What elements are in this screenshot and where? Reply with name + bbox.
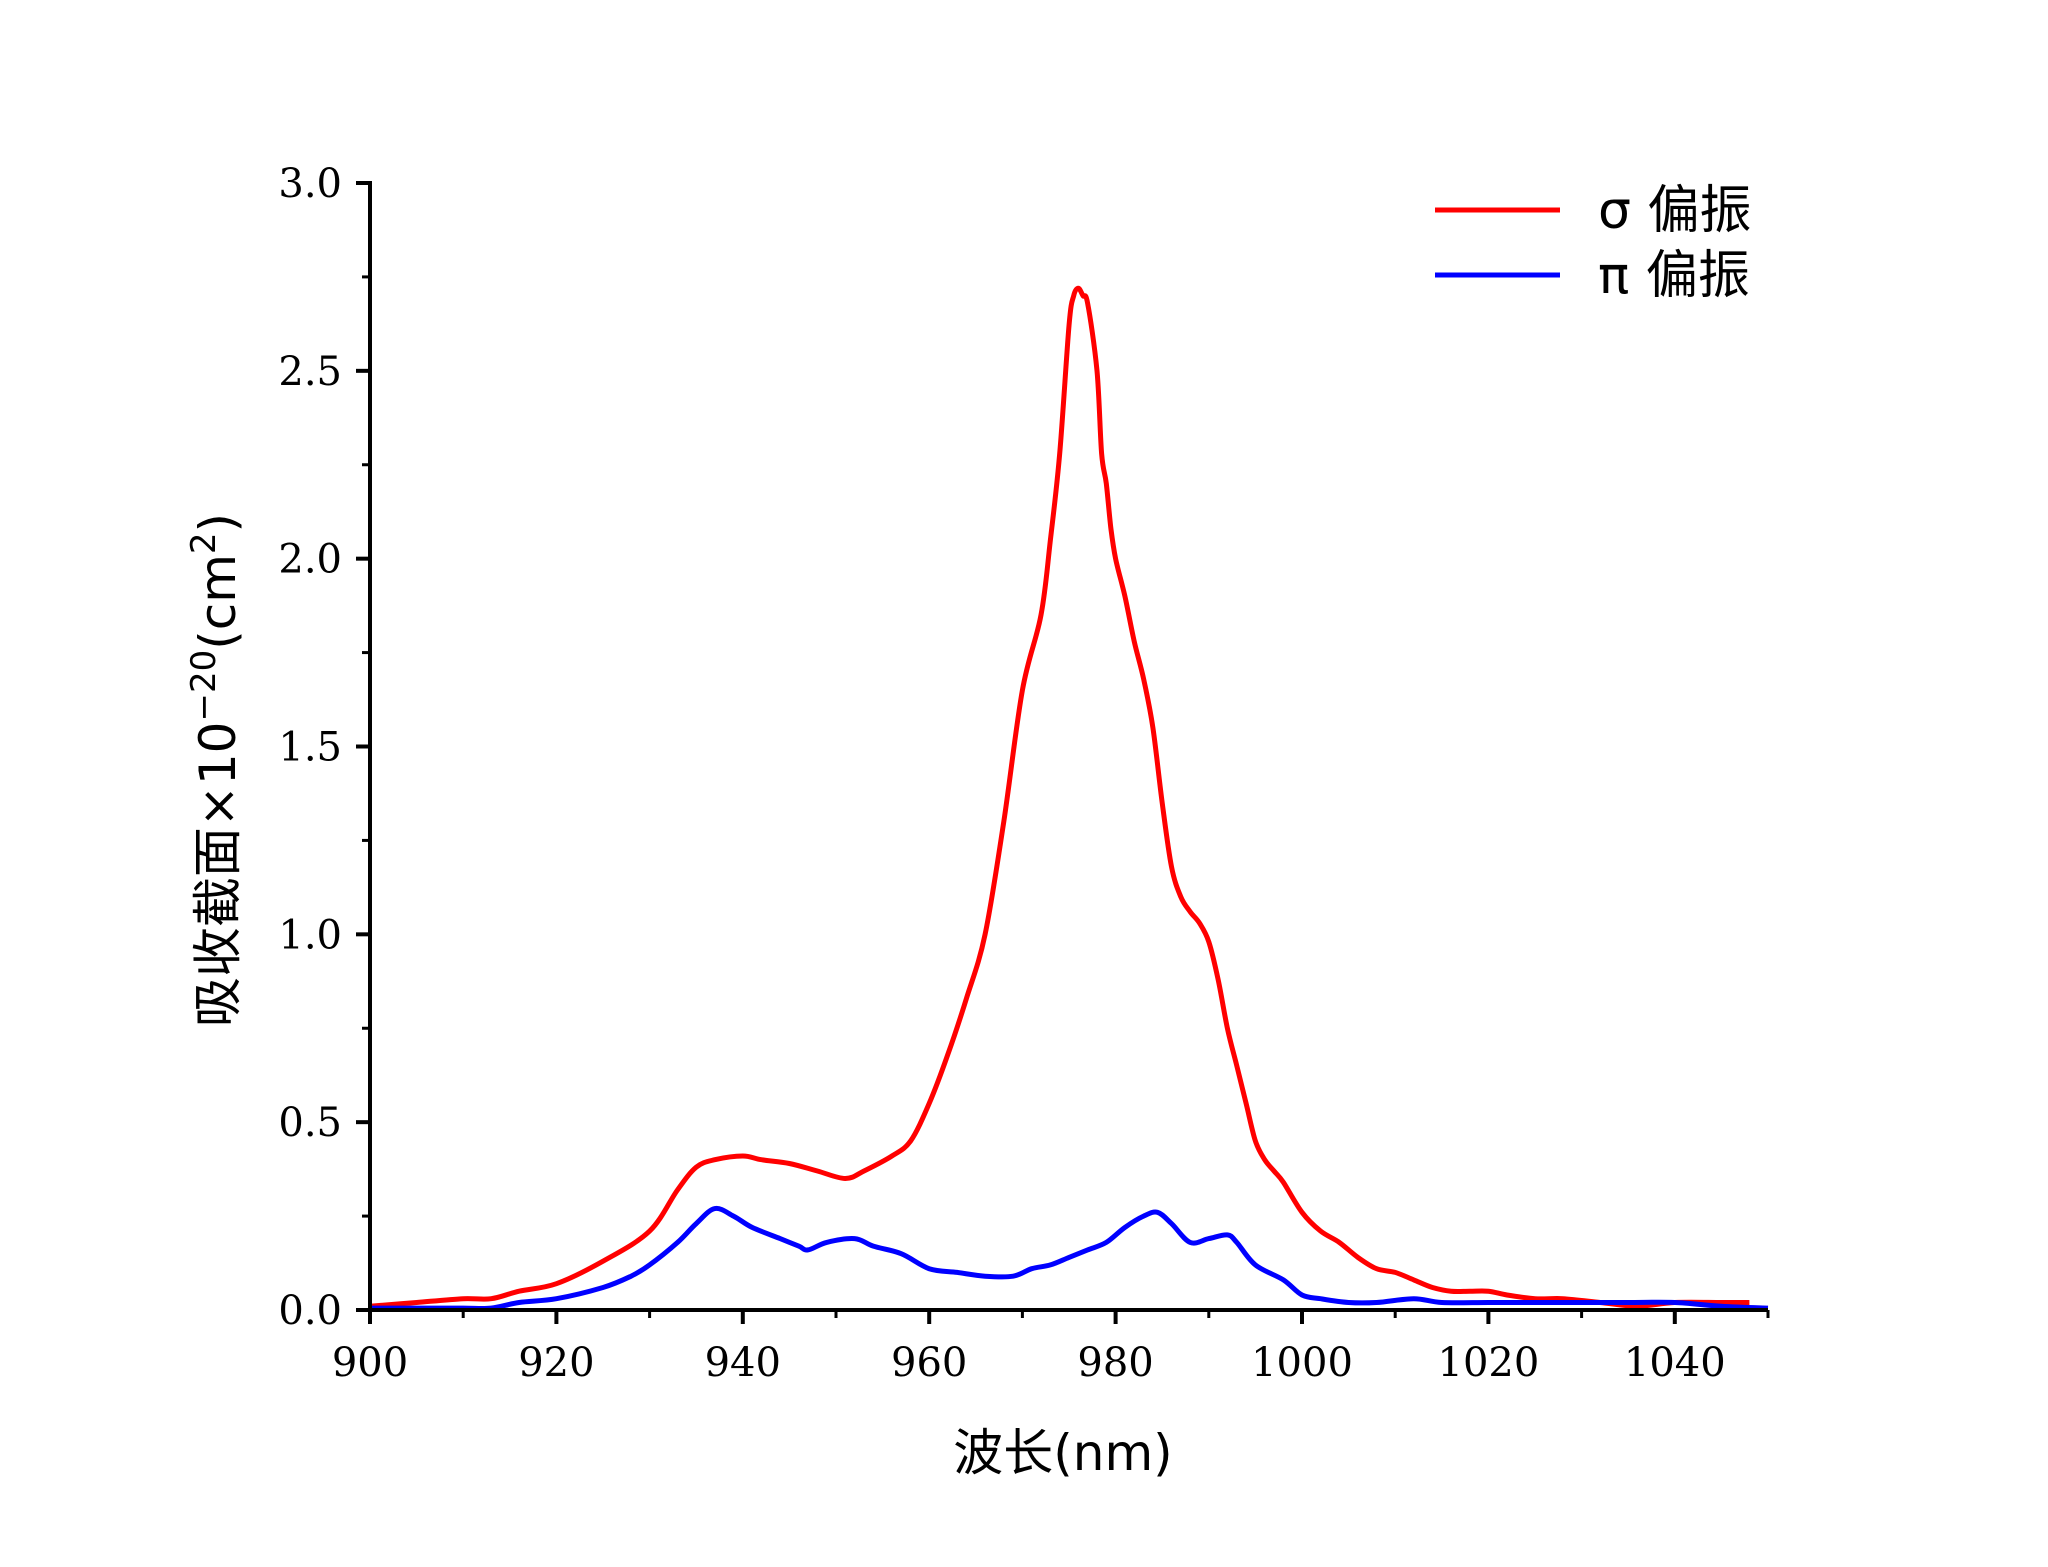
x-tick-label: 980 [1077, 1340, 1153, 1386]
y-tick-label: 0.0 [278, 1288, 342, 1334]
x-tick-label: 920 [518, 1340, 594, 1386]
x-axis-title: 波长(nm) [953, 1424, 1172, 1482]
y-tick-label: 3.0 [278, 161, 342, 207]
y-axis-title-unit-open: (cm [189, 554, 247, 650]
x-tick-label: 1040 [1624, 1340, 1726, 1386]
y-ticks: 0.0 0.5 1.0 1.5 2.0 2.5 3.0 [278, 161, 370, 1334]
y-tick-label: 1.0 [278, 912, 342, 958]
x-tick-label: 1000 [1251, 1340, 1353, 1386]
y-tick-label: 2.0 [278, 537, 342, 583]
x-ticks: 900 920 940 960 980 1000 1020 1040 [332, 1310, 1770, 1386]
series-line-pi [370, 1205, 1769, 1312]
y-tick-label: 2.5 [278, 349, 342, 395]
y-axis-title: 吸收截面×10−20(cm2) [184, 513, 247, 1027]
y-axis-title-exponent: −20 [184, 650, 224, 722]
y-tick-label: 0.5 [278, 1100, 342, 1146]
x-tick-label: 940 [705, 1340, 781, 1386]
x-tick-label: 1020 [1438, 1340, 1540, 1386]
y-axis-title-main: 吸收截面×10 [189, 722, 247, 1028]
legend-label-sigma: σ 偏振 [1598, 181, 1752, 241]
series-layer [369, 285, 1769, 1312]
x-tick-label: 900 [332, 1340, 408, 1386]
plot-area: 0.0 0.5 1.0 1.5 2.0 2.5 3.0 900 920 940 960 980 100… [278, 161, 1770, 1386]
legend-label-pi: π 偏振 [1598, 246, 1750, 306]
x-tick-label: 960 [891, 1340, 967, 1386]
y-tick-label: 1.5 [278, 725, 342, 771]
legend: σ 偏振 π 偏振 [1435, 181, 1752, 306]
series-line-sigma [369, 285, 1750, 1309]
y-axis-title-unit-close: ) [189, 513, 247, 533]
y-axis-title-unit-exponent: 2 [184, 532, 224, 554]
